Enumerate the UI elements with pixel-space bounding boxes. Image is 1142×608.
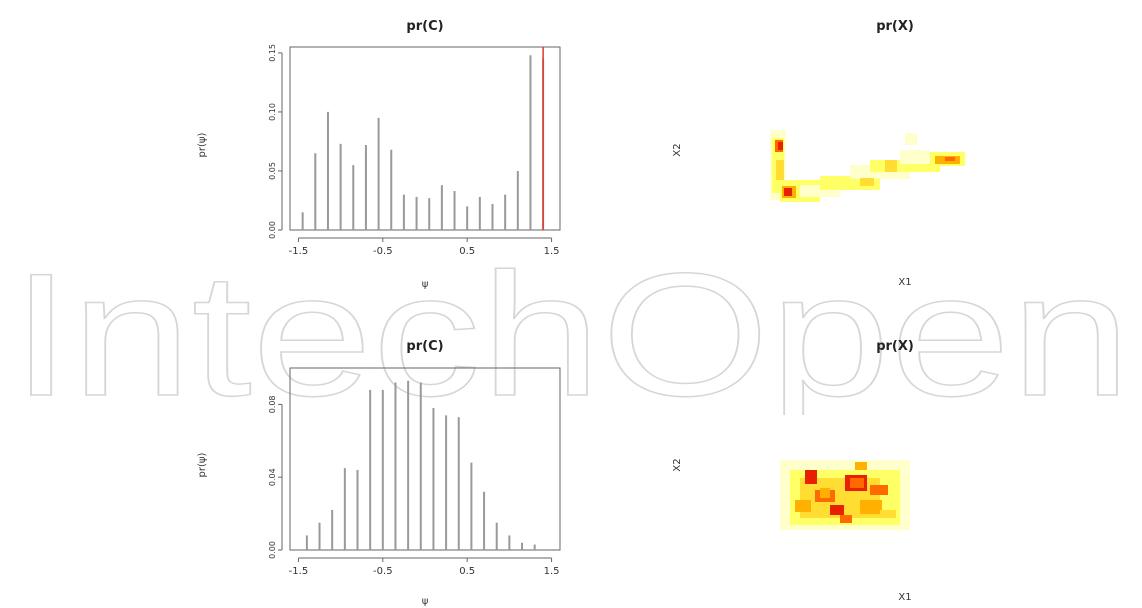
bar-chart-top: pr(C) ψ pr(ψ) -1.5 -0.5 0.5 1.5 0.00 0.05 0.10… bbox=[197, 19, 561, 290]
x-axis-label: X1 bbox=[898, 592, 911, 603]
y-tick-label: 0.15 bbox=[268, 44, 277, 62]
heatmap-cell bbox=[870, 485, 888, 495]
x-axis-label: ψ bbox=[422, 279, 429, 290]
heatmap-cell bbox=[850, 478, 864, 488]
x-axis-label: X1 bbox=[898, 277, 911, 288]
heatmap-cell bbox=[830, 505, 844, 515]
y-axis-label: X2 bbox=[672, 458, 683, 471]
x-tick-label: -1.5 bbox=[289, 566, 309, 577]
chart-title: pr(C) bbox=[406, 19, 443, 34]
x-tick-label: 0.5 bbox=[459, 246, 475, 257]
bar-chart-bottom: pr(C) ψ pr(ψ) -1.5 -0.5 0.5 1.5 0.00 0.04 0.08 bbox=[197, 339, 561, 607]
x-tick-label: -1.5 bbox=[289, 246, 309, 257]
x-tick-label: -0.5 bbox=[373, 246, 393, 257]
x-tick-label: 1.5 bbox=[544, 246, 560, 257]
plot-frame bbox=[289, 46, 561, 231]
plot-frame bbox=[289, 367, 561, 551]
x-tick-label: 1.5 bbox=[544, 566, 560, 577]
heatmap-cell bbox=[784, 188, 792, 196]
heatmap-cell bbox=[860, 178, 874, 186]
y-tick-label: 0.08 bbox=[268, 395, 277, 413]
heatmap-cell bbox=[840, 515, 852, 523]
y-tick-label: 0.00 bbox=[268, 221, 277, 239]
heatmap-cell bbox=[885, 160, 897, 172]
heatmap-cell bbox=[820, 488, 830, 498]
y-tick-label: 0.10 bbox=[268, 103, 277, 121]
y-axis-label: X2 bbox=[672, 143, 683, 156]
heatmap-cell bbox=[880, 510, 896, 518]
heatmap-cell bbox=[805, 470, 817, 484]
heatmap-cell bbox=[945, 157, 955, 161]
heatmap-cell bbox=[855, 462, 867, 470]
heatmap-title: pr(X) bbox=[876, 19, 914, 34]
heatmap-cell bbox=[778, 142, 783, 150]
y-tick-label: 0.00 bbox=[268, 541, 277, 559]
heatmap-cell bbox=[900, 150, 930, 164]
heatmap-cell bbox=[776, 160, 784, 180]
heatmap-title: pr(X) bbox=[876, 339, 914, 354]
heatmap-bottom: pr(X) X1 X2 bbox=[672, 339, 914, 603]
y-tick-label: 0.04 bbox=[268, 468, 277, 486]
chart-title: pr(C) bbox=[406, 339, 443, 354]
x-tick-label: 0.5 bbox=[459, 566, 475, 577]
y-axis-label: pr(ψ) bbox=[197, 132, 208, 157]
x-axis-label: ψ bbox=[422, 596, 429, 607]
heatmap-cell bbox=[860, 500, 882, 514]
heatmap-cell bbox=[905, 133, 917, 145]
y-tick-label: 0.05 bbox=[268, 162, 277, 180]
heatmap-top: pr(X) X1 X2 bbox=[672, 19, 965, 288]
x-tick-label: -0.5 bbox=[373, 566, 393, 577]
heatmap-cell bbox=[795, 500, 811, 512]
y-axis-label: pr(ψ) bbox=[197, 452, 208, 477]
